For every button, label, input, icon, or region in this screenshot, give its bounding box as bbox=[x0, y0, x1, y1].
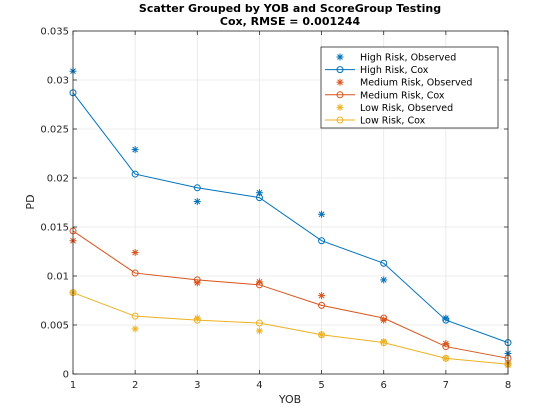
data-point bbox=[442, 343, 450, 351]
legend-marker bbox=[336, 78, 344, 86]
data-point bbox=[131, 146, 139, 154]
star-stroke bbox=[337, 79, 343, 86]
y-tick-label: 0.02 bbox=[47, 174, 69, 185]
legend-entry: Low Risk, Cox bbox=[325, 116, 426, 127]
y-tick-label: 0.005 bbox=[40, 321, 69, 332]
legend-label: Low Risk, Observed bbox=[360, 103, 453, 114]
series-line bbox=[72, 292, 509, 365]
legend-entry: Low Risk, Observed bbox=[336, 103, 453, 114]
star-stroke bbox=[256, 328, 263, 334]
y-tick-label: 0.015 bbox=[40, 223, 69, 234]
star-stroke bbox=[318, 211, 325, 218]
star-stroke bbox=[194, 198, 201, 205]
y-axis-label: PD bbox=[24, 194, 37, 209]
data-point bbox=[193, 276, 201, 284]
legend-entry: High Risk, Cox bbox=[325, 65, 429, 76]
data-point bbox=[255, 281, 263, 289]
star-stroke bbox=[318, 292, 325, 299]
x-tick-label: 7 bbox=[443, 380, 449, 391]
legend-label: Medium Risk, Observed bbox=[360, 78, 472, 89]
star-stroke bbox=[256, 189, 263, 196]
x-tick-label: 5 bbox=[318, 380, 324, 391]
data-point bbox=[380, 276, 388, 284]
chart-title: Scatter Grouped by YOB and ScoreGroup Te… bbox=[139, 2, 441, 15]
legend-marker bbox=[336, 116, 344, 124]
star-stroke bbox=[132, 146, 139, 153]
legend-marker bbox=[336, 103, 344, 111]
y-tick-label: 0.025 bbox=[40, 125, 69, 136]
legend-entry: Medium Risk, Cox bbox=[325, 90, 445, 101]
data-point bbox=[131, 170, 139, 178]
data-point bbox=[131, 269, 139, 277]
star-stroke bbox=[337, 104, 343, 111]
legend-label: High Risk, Observed bbox=[360, 53, 456, 64]
legend-marker bbox=[336, 66, 344, 74]
legend-marker bbox=[336, 53, 344, 61]
data-point bbox=[380, 314, 388, 322]
chart-subtitle: Cox, RMSE = 0.001244 bbox=[220, 15, 361, 28]
data-point bbox=[318, 331, 326, 339]
x-tick-label: 4 bbox=[256, 380, 262, 391]
x-tick-label: 3 bbox=[194, 380, 200, 391]
data-point bbox=[255, 327, 263, 335]
axis-ticks: 1 2 3 4 5 6 7 8 0 0.005 0.01 0.015 0.02 0.025 0.03 0.03… bbox=[40, 27, 511, 392]
data-point bbox=[131, 312, 139, 320]
legend-label: Low Risk, Cox bbox=[360, 116, 426, 127]
data-point bbox=[318, 292, 326, 300]
x-tick-label: 6 bbox=[381, 380, 387, 391]
data-point bbox=[318, 210, 326, 218]
data-point bbox=[193, 316, 201, 324]
data-point bbox=[193, 198, 201, 206]
data-point bbox=[193, 184, 201, 192]
data-point bbox=[255, 189, 263, 197]
legend-entry: High Risk, Observed bbox=[336, 53, 456, 64]
data-point bbox=[442, 354, 450, 362]
data-point bbox=[380, 259, 388, 267]
star-stroke bbox=[132, 249, 139, 256]
y-tick-label: 0 bbox=[63, 370, 69, 381]
data-point bbox=[131, 325, 139, 333]
legend-label: Medium Risk, Cox bbox=[360, 90, 445, 101]
y-tick-label: 0.01 bbox=[47, 272, 69, 283]
data-point bbox=[442, 316, 450, 324]
x-tick-label: 8 bbox=[505, 380, 511, 391]
y-tick-label: 0.035 bbox=[40, 27, 69, 38]
data-point bbox=[255, 319, 263, 327]
data-point bbox=[255, 194, 263, 202]
y-tick-label: 0.03 bbox=[47, 76, 69, 87]
legend-box bbox=[320, 46, 499, 129]
series-line bbox=[72, 92, 509, 344]
star-stroke bbox=[442, 315, 449, 322]
star-stroke bbox=[132, 326, 139, 332]
x-tick-label: 2 bbox=[132, 380, 138, 391]
data-point bbox=[318, 301, 326, 309]
legend-label: High Risk, Cox bbox=[360, 65, 429, 76]
plot-frame bbox=[72, 30, 509, 375]
legend-marker bbox=[336, 91, 344, 99]
legend-entry: Medium Risk, Observed bbox=[336, 78, 472, 89]
data-point bbox=[318, 237, 326, 245]
data-point bbox=[380, 339, 388, 347]
x-axis-label: YOB bbox=[278, 393, 301, 406]
series-line bbox=[72, 230, 509, 359]
star-stroke bbox=[380, 277, 387, 283]
star-stroke bbox=[337, 54, 343, 60]
x-tick-label: 1 bbox=[70, 380, 76, 391]
data-point bbox=[131, 248, 139, 256]
